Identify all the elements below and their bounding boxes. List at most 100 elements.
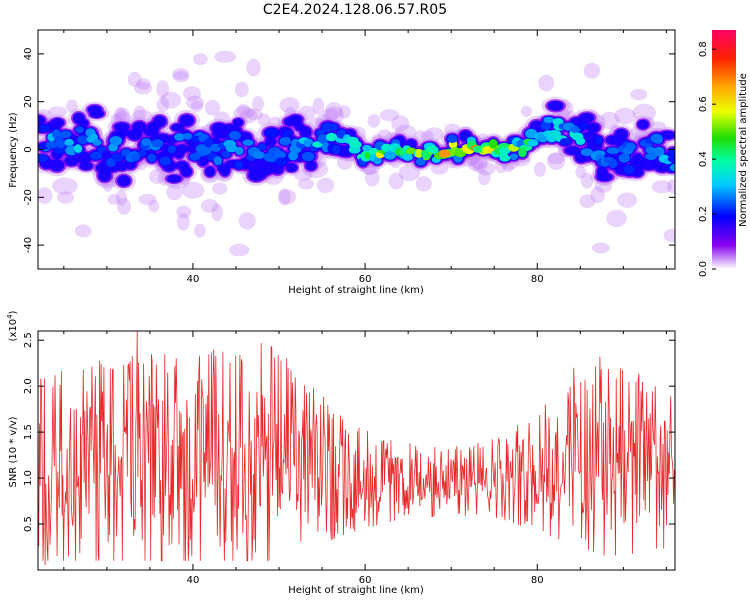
spectrogram-blob bbox=[325, 102, 343, 120]
spectrogram-blob bbox=[107, 193, 121, 205]
spectrogram-blob bbox=[121, 148, 131, 157]
spectrogram-blob bbox=[64, 138, 74, 146]
spectrogram-blob bbox=[438, 149, 451, 158]
spectrogram-blob bbox=[186, 95, 205, 110]
spectrogram-blob bbox=[328, 123, 339, 131]
spectrogram-blob bbox=[543, 116, 555, 124]
spectrogram-blob bbox=[204, 138, 214, 148]
spectrogram-blob bbox=[214, 50, 236, 63]
snr-y-ticks: 0.5 1.0 1.5 2.0 2.5 bbox=[23, 332, 675, 532]
spectrogram-blob bbox=[498, 147, 511, 155]
spectrogram-blob bbox=[499, 154, 511, 162]
snr-y-label: SNR (10 * v/v) bbox=[8, 416, 19, 487]
spectrogram-blob bbox=[234, 160, 244, 170]
spectrogram-blob bbox=[337, 155, 353, 170]
spectrogram-blob bbox=[235, 146, 244, 155]
spectrogram-blob bbox=[115, 107, 131, 125]
spectrogram-blob bbox=[217, 163, 228, 173]
spectrogram-y-tick-label: 20 bbox=[23, 95, 34, 108]
colorbar-tick-label: 0.0 bbox=[698, 261, 709, 277]
spectrogram-blob bbox=[232, 118, 244, 127]
spectrogram-blob bbox=[179, 114, 195, 127]
spectrogram-blob bbox=[425, 127, 444, 142]
spectrogram-blob bbox=[166, 174, 182, 183]
spectrogram-blob bbox=[148, 199, 160, 213]
spectrogram-blob bbox=[364, 169, 380, 187]
spectrogram-blob bbox=[637, 119, 649, 130]
spectrogram-blob bbox=[176, 205, 192, 219]
spectrogram-blob bbox=[651, 180, 673, 194]
spectrogram-blob bbox=[547, 100, 564, 111]
spectrogram-y-tick-label: 0 bbox=[23, 146, 34, 152]
spectrogram-blob bbox=[225, 144, 238, 153]
spectrogram-blob bbox=[136, 78, 151, 90]
spectrogram-blob bbox=[138, 149, 147, 157]
spectrogram-blob bbox=[502, 161, 514, 173]
spectrogram-blob bbox=[149, 169, 165, 184]
spectrogram-blob bbox=[233, 106, 255, 120]
spectrogram-blob bbox=[141, 138, 152, 147]
spectrogram-blob bbox=[38, 115, 46, 125]
spectrogram-blob bbox=[171, 123, 185, 132]
colorbar-ticks: 0.0 0.2 0.4 0.6 0.8 bbox=[698, 41, 716, 277]
spectrogram-blob bbox=[478, 170, 491, 186]
spectrogram-blob bbox=[289, 114, 303, 125]
spectrogram-y-tick-label: -20 bbox=[23, 189, 34, 205]
spectrogram-blob bbox=[338, 105, 351, 119]
spectrogram-blob bbox=[594, 178, 612, 193]
spectrogram-blob bbox=[127, 71, 142, 87]
spectrogram-blob bbox=[332, 145, 341, 154]
spectrogram-blob bbox=[373, 157, 382, 165]
spectrogram-blob bbox=[133, 105, 146, 122]
spectrogram-blob bbox=[97, 146, 106, 154]
spectrogram-blob bbox=[113, 122, 130, 132]
spectrogram-blob bbox=[242, 139, 254, 146]
spectrogram-blob bbox=[623, 165, 635, 174]
snr-y-tick-label: 1.5 bbox=[23, 424, 34, 440]
spectrogram-blob bbox=[606, 209, 627, 228]
spectrogram-blob bbox=[147, 153, 156, 163]
spectrogram-blob bbox=[49, 159, 65, 172]
spectrogram-x-label: Height of straight line (km) bbox=[288, 285, 424, 296]
spectrogram-blob bbox=[265, 128, 278, 138]
spectrogram-blob bbox=[645, 153, 657, 161]
spectrogram-blob bbox=[469, 156, 489, 170]
snr-series-line bbox=[38, 331, 675, 566]
spectrogram-blob bbox=[193, 53, 208, 66]
snr-y-tick-label: 1.0 bbox=[23, 470, 34, 486]
spectrogram-blob bbox=[89, 109, 105, 119]
spectrogram-blob bbox=[590, 186, 605, 204]
spectrogram-blob bbox=[317, 134, 329, 144]
spectrogram-blob bbox=[528, 139, 539, 147]
spectrogram-blob bbox=[547, 152, 566, 170]
spectrogram-blob bbox=[212, 182, 228, 195]
snr-x-ticks: 40 60 80 bbox=[63, 331, 667, 586]
snr-x-label: Height of straight line (km) bbox=[288, 585, 424, 596]
spectrogram-blob bbox=[525, 128, 538, 139]
spectrogram-blob bbox=[77, 135, 89, 145]
spectrogram-blob bbox=[156, 97, 170, 113]
spectrogram-blob bbox=[288, 151, 298, 161]
spectrogram-blob bbox=[618, 153, 630, 163]
spectrogram-blob bbox=[258, 143, 267, 151]
spectrogram-blob bbox=[477, 162, 496, 176]
spectrogram-y-ticks: -40 -20 0 20 40 bbox=[23, 48, 675, 253]
spectrogram-blob bbox=[38, 154, 48, 162]
spectrogram-blob bbox=[265, 136, 277, 147]
spectrogram-y-label: Frequency (Hz) bbox=[8, 112, 19, 188]
spectrogram-blob bbox=[257, 113, 271, 126]
spectrogram-blob bbox=[402, 153, 414, 161]
spectrogram-blob bbox=[47, 106, 67, 118]
snr-y-scale-label: (x104) bbox=[6, 310, 19, 341]
spectrogram-blob bbox=[138, 193, 157, 206]
spectrogram-blob bbox=[659, 130, 675, 140]
spectrogram-blob bbox=[388, 172, 404, 190]
spectrogram-blob bbox=[59, 130, 72, 138]
spectrogram-blob bbox=[583, 62, 601, 79]
spectrogram-blob bbox=[594, 136, 603, 145]
spectrogram-blob bbox=[617, 192, 638, 208]
spectrogram-blob bbox=[415, 176, 432, 192]
spectrogram-blob bbox=[349, 140, 362, 149]
colorbar-tick-label: 0.6 bbox=[698, 96, 709, 112]
